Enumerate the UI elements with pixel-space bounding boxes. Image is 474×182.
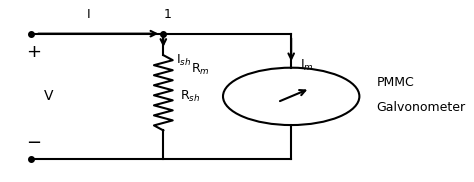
Text: R$_m$: R$_m$ xyxy=(191,62,210,77)
Text: V: V xyxy=(44,89,53,103)
Text: +: + xyxy=(26,43,41,61)
Text: 1: 1 xyxy=(164,8,172,21)
Text: PMMC: PMMC xyxy=(376,76,414,88)
Text: R$_{sh}$: R$_{sh}$ xyxy=(181,89,201,104)
Text: −: − xyxy=(26,134,41,152)
Text: Galvonometer: Galvonometer xyxy=(376,101,465,114)
Text: I$_m$: I$_m$ xyxy=(300,58,313,74)
Text: I$_{sh}$: I$_{sh}$ xyxy=(176,53,191,68)
Text: I: I xyxy=(87,8,91,21)
